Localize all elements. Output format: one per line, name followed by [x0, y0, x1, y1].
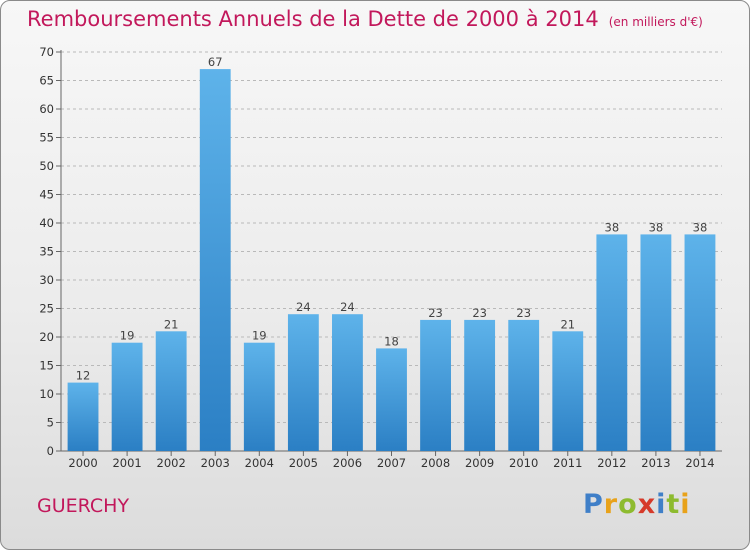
bar: [596, 234, 628, 451]
x-tick-label: 2010: [509, 456, 538, 470]
x-tick-label: 2002: [157, 456, 186, 470]
x-tick-label: 2003: [201, 456, 230, 470]
data-label: 19: [252, 329, 267, 343]
bar: [67, 382, 99, 451]
y-tick-label: 25: [39, 302, 54, 316]
y-tick-label: 0: [47, 444, 54, 458]
bar: [111, 342, 143, 451]
x-tick-label: 2000: [68, 456, 97, 470]
location-label: GUERCHY: [37, 495, 130, 517]
y-tick-label: 10: [39, 387, 54, 401]
x-tick-label: 2006: [333, 456, 362, 470]
y-tick-label: 60: [39, 102, 54, 116]
brand-letter: i: [680, 489, 691, 520]
chart-title: Remboursements Annuels de la Dette de 20…: [27, 7, 703, 31]
bar: [640, 234, 672, 451]
bar: [508, 319, 540, 451]
x-tick-label: 2008: [421, 456, 450, 470]
y-tick-label: 70: [39, 45, 54, 59]
data-label: 19: [120, 329, 135, 343]
y-tick-label: 35: [39, 245, 54, 259]
data-label: 23: [516, 306, 531, 320]
data-label: 38: [605, 220, 620, 234]
data-label: 38: [693, 220, 708, 234]
x-tick-label: 2013: [641, 456, 670, 470]
data-label: 21: [164, 317, 179, 331]
bar: [552, 331, 584, 451]
x-tick-label: 2007: [377, 456, 406, 470]
bar: [155, 331, 187, 451]
data-label: 24: [340, 300, 355, 314]
bar: [332, 314, 363, 451]
x-tick-label: 2014: [685, 456, 714, 470]
bar: [464, 319, 496, 451]
x-tick-label: 2009: [465, 456, 494, 470]
brand-letter: x: [637, 489, 657, 520]
brand-logo: Proxiti: [583, 489, 691, 520]
brand-letter: P: [583, 489, 604, 520]
data-label: 23: [472, 306, 487, 320]
x-tick-label: 2012: [597, 456, 626, 470]
y-tick-label: 55: [39, 131, 54, 145]
data-label: 12: [76, 369, 91, 383]
y-tick-label: 65: [39, 74, 54, 88]
y-tick-label: 30: [39, 273, 54, 287]
bar: [376, 348, 407, 451]
bar: [243, 342, 275, 451]
y-tick-label: 5: [47, 416, 54, 430]
data-label: 67: [208, 55, 223, 69]
data-label: 21: [560, 317, 575, 331]
y-tick-label: 50: [39, 159, 54, 173]
brand-letter: r: [603, 489, 619, 520]
data-label: 18: [384, 334, 399, 348]
y-tick-label: 15: [39, 359, 54, 373]
x-tick-label: 2011: [553, 456, 582, 470]
data-label: 23: [428, 306, 443, 320]
labels: 0 5 10 15 20 25 30 35 40 45 50 55 60 65 70 12 2000 19 2001…: [39, 45, 714, 470]
brand-letter: t: [666, 489, 681, 520]
bar: [684, 234, 716, 451]
bar: [199, 69, 231, 451]
x-tick-label: 2001: [112, 456, 141, 470]
bar: [287, 314, 319, 451]
brand-letter: i: [656, 489, 667, 520]
x-tick-label: 2005: [289, 456, 318, 470]
data-label: 38: [649, 220, 664, 234]
x-tick-label: 2004: [245, 456, 274, 470]
y-tick-label: 45: [39, 188, 54, 202]
chart-title-text: Remboursements Annuels de la Dette de 20…: [27, 7, 599, 31]
chart-unit-label: (en milliers d'€): [608, 15, 703, 29]
data-label: 24: [296, 300, 311, 314]
brand-letter: o: [618, 489, 638, 520]
y-tick-label: 20: [39, 330, 54, 344]
y-tick-label: 40: [39, 216, 54, 230]
bars: [67, 69, 716, 451]
bar: [420, 319, 451, 451]
